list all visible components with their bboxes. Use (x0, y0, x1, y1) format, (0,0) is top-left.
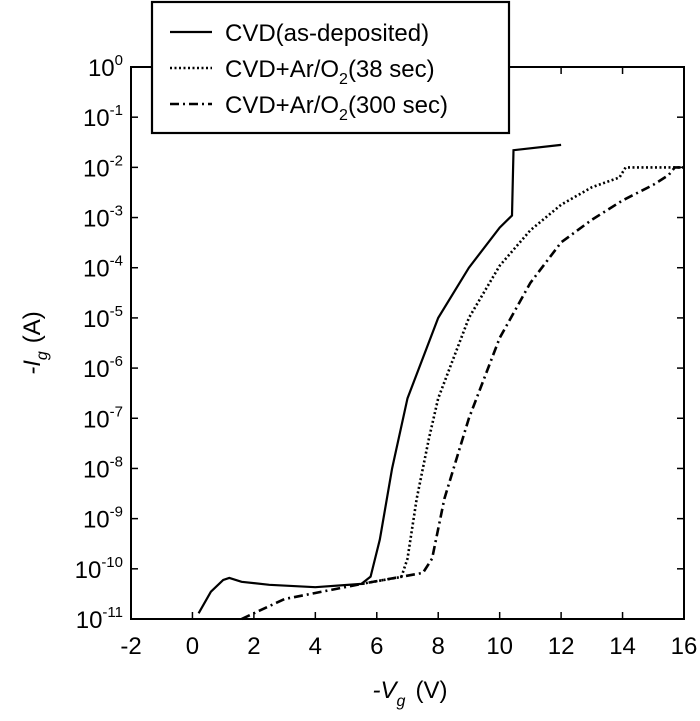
y-tick-base: 10 (76, 607, 103, 634)
plot-area (130, 66, 685, 620)
legend-label-3: CVD+Ar/O2(300 sec) (225, 92, 448, 124)
y-tick-exponent: -1 (110, 102, 123, 119)
x-label-main: -V (373, 677, 399, 704)
x-tick-label: 16 (671, 633, 698, 660)
y-label-sub: g (34, 351, 51, 360)
series-line-1 (197, 143, 562, 614)
legend-label-post: (38 sec) (348, 56, 435, 83)
y-tick-base: 10 (83, 105, 110, 132)
y-tick-base: 10 (83, 306, 110, 333)
y-tick-base: 10 (83, 155, 110, 182)
x-label-sub: g (397, 693, 406, 710)
y-tick-exponent: -2 (110, 152, 123, 169)
y-tick-exponent: -7 (110, 403, 123, 420)
x-axis: -2 0 2 4 6 8 10 12 14 16 (120, 67, 697, 660)
legend-label-sub: 2 (339, 71, 348, 88)
y-tick-label: 10-5 (83, 303, 123, 333)
y-tick-label: 10-11 (76, 604, 123, 634)
y-tick-label: 10-7 (83, 403, 123, 433)
y-tick-base: 10 (83, 206, 110, 233)
x-tick-label: -2 (120, 633, 141, 660)
y-tick-base: 10 (83, 356, 110, 383)
x-tick-label: 10 (486, 633, 513, 660)
x-tick-label: 8 (432, 633, 445, 660)
y-tick-exponent: -6 (110, 353, 123, 370)
legend-label-2: CVD+Ar/O2(38 sec) (225, 56, 435, 88)
x-axis-label: -Vg (V) (373, 677, 448, 710)
x-tick-label: 2 (247, 633, 260, 660)
plot-frame (130, 66, 685, 620)
legend-label-post: (300 sec) (348, 92, 448, 119)
legend-label-text: CVD(as-deposited) (225, 20, 429, 47)
y-tick-label: 10-6 (83, 353, 123, 383)
y-tick-base: 10 (83, 406, 110, 433)
y-tick-label: 10-1 (83, 102, 123, 132)
series-line-3 (241, 166, 684, 621)
legend-label-sub: 2 (339, 107, 348, 124)
y-tick-exponent: 0 (115, 52, 123, 69)
y-tick-exponent: -8 (110, 453, 123, 470)
y-tick-exponent: -9 (110, 504, 123, 521)
y-tick-label: 10-4 (83, 253, 123, 283)
x-tick-label: 6 (370, 633, 383, 660)
legend-label-text: CVD+Ar/O (225, 92, 339, 119)
x-label-unit: (V) (415, 677, 447, 704)
y-axis: 10010-110-210-310-410-510-610-710-810-91… (19, 52, 684, 634)
legend: CVD(as-deposited)CVD+Ar/O2(38 sec)CVD+Ar… (150, 0, 511, 135)
y-tick-exponent: -5 (110, 303, 123, 320)
y-tick-label: 10-10 (75, 554, 123, 584)
y-tick-label: 10-9 (83, 504, 123, 534)
y-tick-exponent: -10 (101, 554, 123, 571)
series-group (197, 143, 684, 621)
legend-label-text: CVD+Ar/O (225, 56, 339, 83)
legend-label-1: CVD(as-deposited) (225, 20, 429, 47)
y-tick-exponent: -11 (102, 604, 123, 621)
y-tick-base: 10 (75, 557, 102, 584)
y-tick-exponent: -4 (110, 253, 123, 270)
y-tick-base: 10 (83, 507, 110, 534)
x-tick-label: 0 (186, 633, 199, 660)
series-line-2 (361, 166, 684, 586)
y-tick-base: 10 (88, 55, 115, 82)
x-tick-label: 4 (309, 633, 322, 660)
x-tick-label: 14 (609, 633, 636, 660)
y-tick-label: 10-2 (83, 152, 123, 182)
y-axis-label: -Ig (A) (19, 311, 51, 375)
y-tick-exponent: -3 (110, 203, 123, 220)
y-label-unit: (A) (19, 311, 46, 343)
y-tick-label: 10-8 (83, 453, 123, 483)
y-tick-label: 10-3 (83, 203, 123, 233)
x-tick-label: 12 (548, 633, 575, 660)
y-tick-label: 100 (88, 52, 123, 82)
y-tick-base: 10 (83, 256, 110, 283)
y-tick-base: 10 (83, 456, 110, 483)
y-label-main: -I (19, 360, 46, 375)
